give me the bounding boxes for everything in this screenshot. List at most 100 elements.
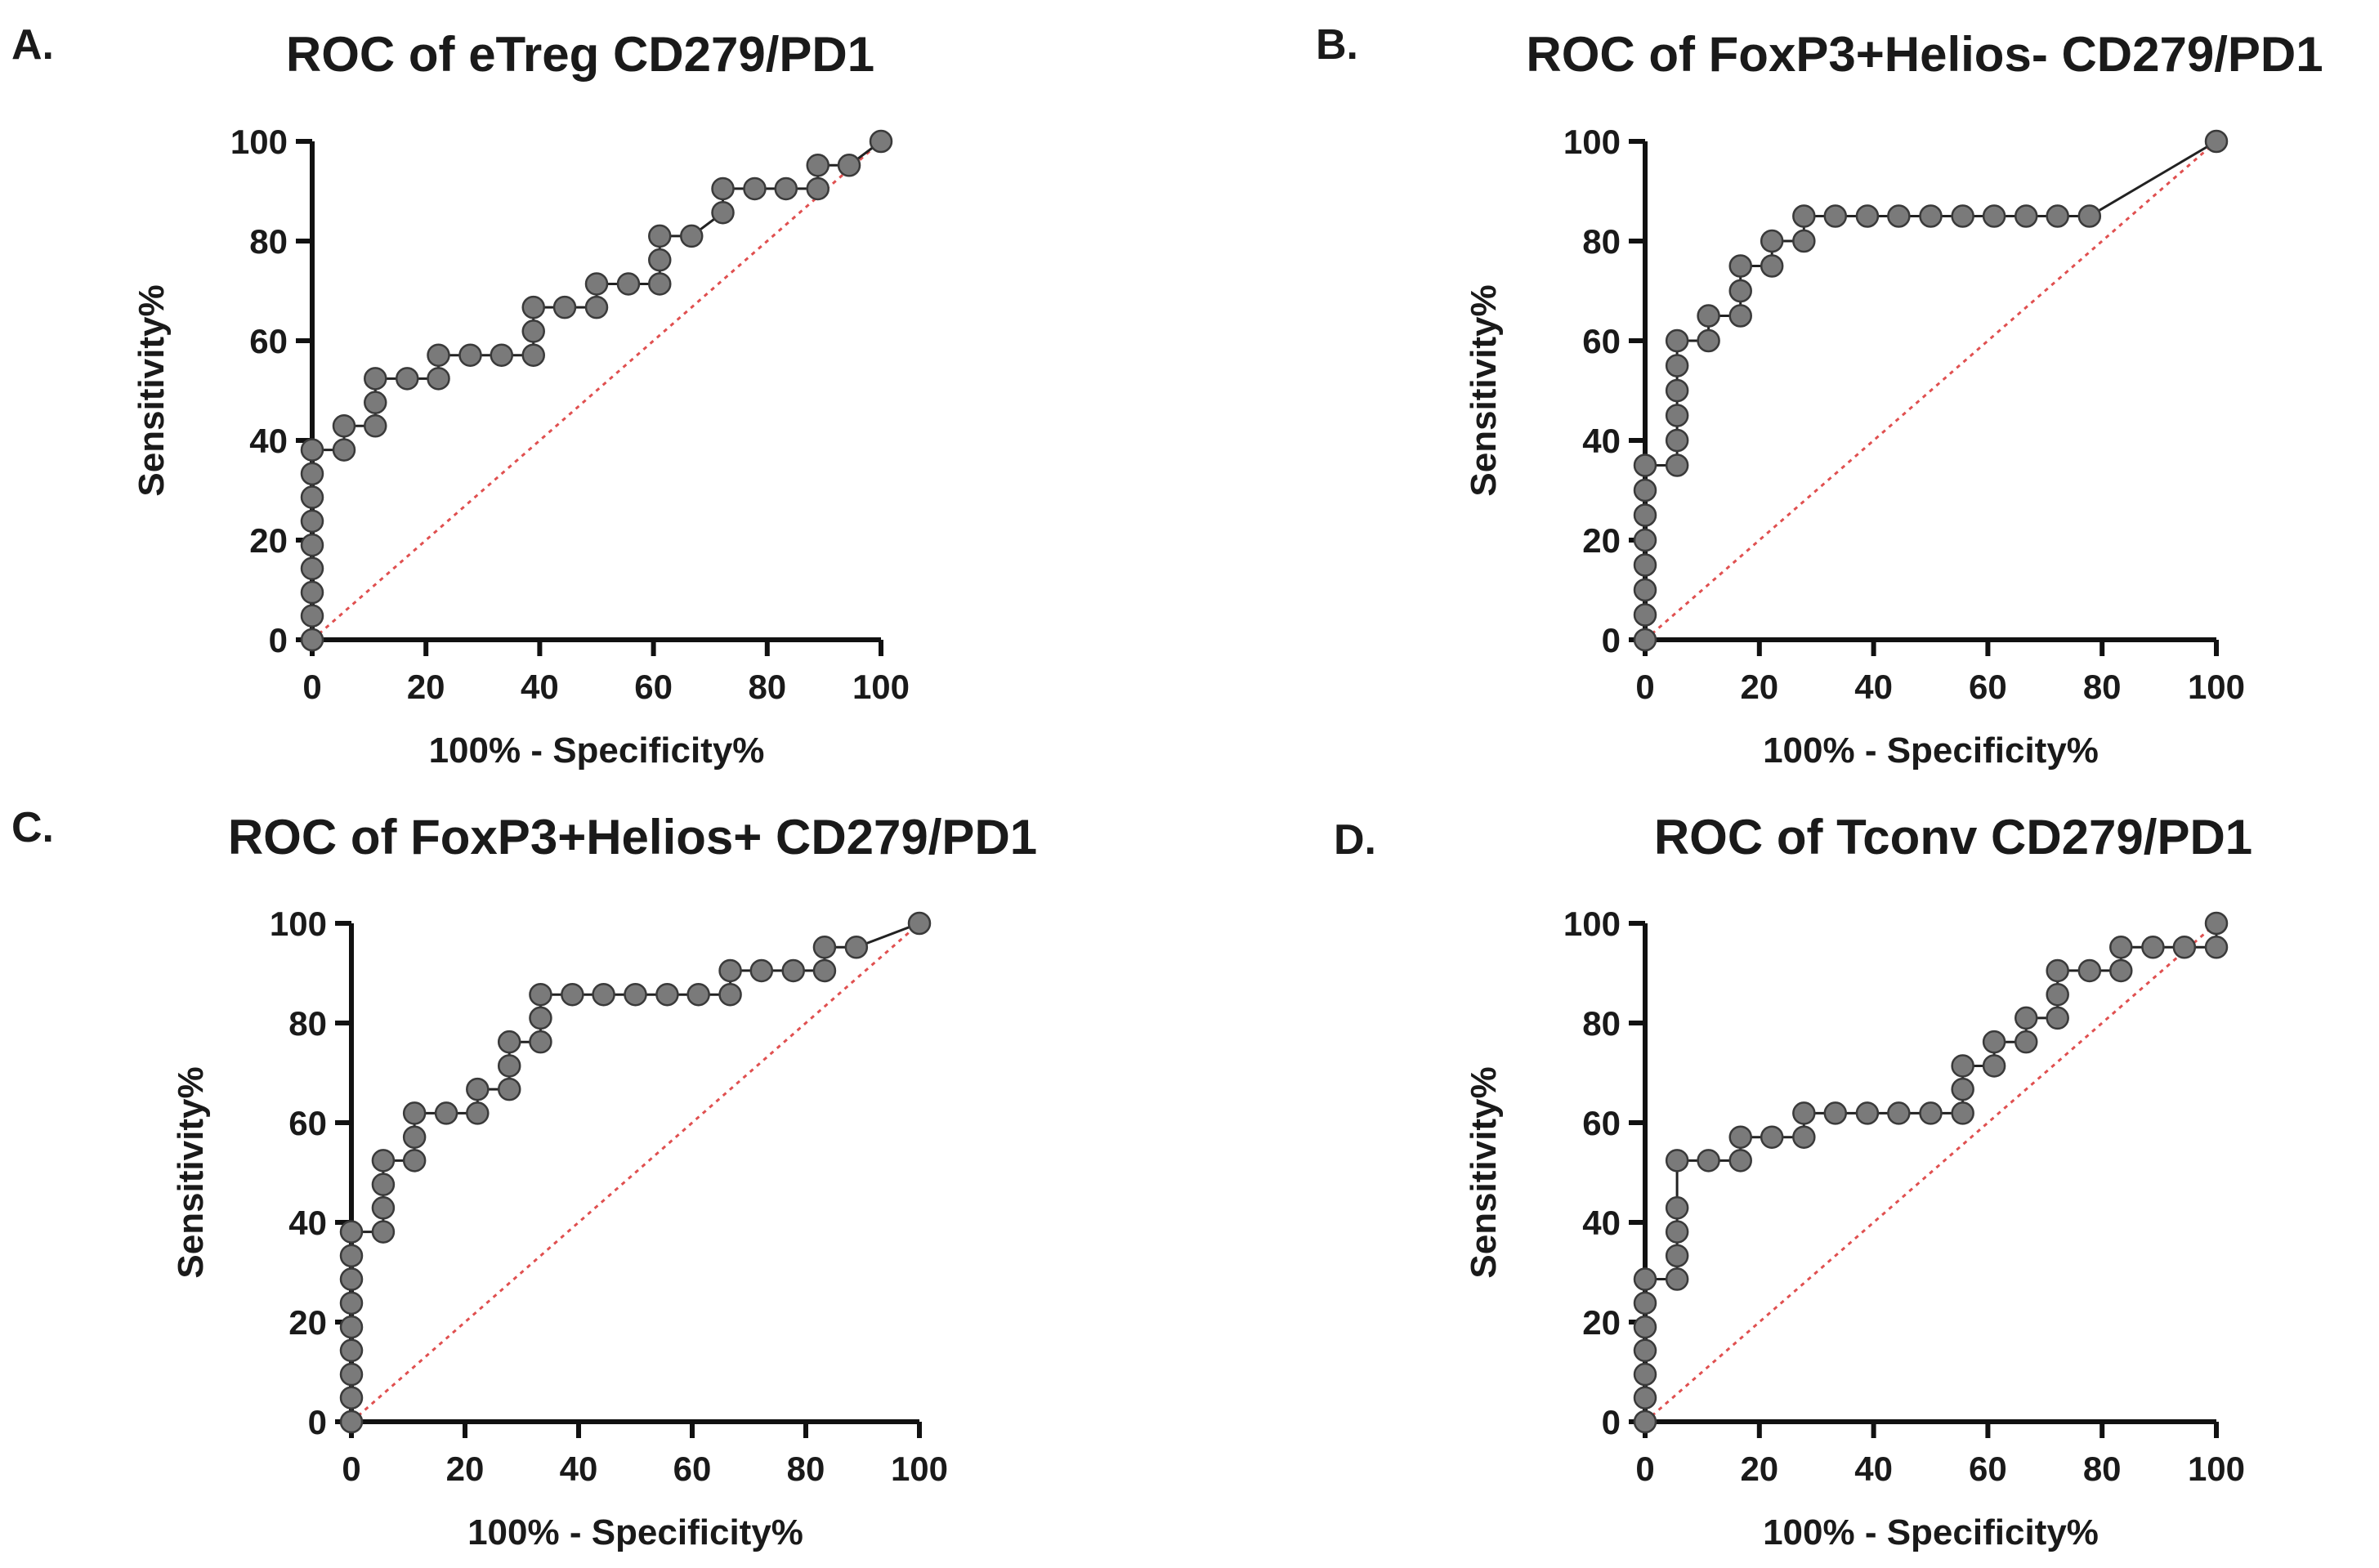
roc-point <box>364 414 387 438</box>
roc-point <box>339 1315 364 1339</box>
roc-point <box>339 1267 364 1291</box>
x-tick-label: 40 <box>1854 1450 1893 1488</box>
panel-letter: C. <box>11 804 54 851</box>
roc-point <box>490 343 514 367</box>
x-tick-label: 60 <box>634 668 673 706</box>
roc-point <box>2046 1006 2069 1030</box>
roc-point <box>300 462 324 486</box>
panel-a: A. ROC of eTreg CD279/PD1 0 20 40 60 80 100 0 2… <box>11 21 910 771</box>
roc-point <box>1982 204 2006 228</box>
roc-point <box>1792 229 1816 253</box>
x-tick-label: 60 <box>673 1450 712 1488</box>
roc-point <box>1823 1101 1848 1125</box>
roc-point <box>812 958 837 983</box>
roc-point <box>497 1030 521 1054</box>
roc-point <box>2014 1030 2038 1054</box>
roc-point <box>1792 1101 1816 1125</box>
roc-point <box>1855 204 1880 228</box>
y-tick-label: 40 <box>1582 422 1621 460</box>
panel-d: D. ROC of Tconv CD279/PD1 0 20 40 60 80 100 0 2… <box>1334 810 2252 1552</box>
roc-point <box>521 295 545 319</box>
roc-point <box>2204 129 2229 154</box>
roc-point <box>300 628 324 652</box>
y-tick-label: 100 <box>1563 905 1621 943</box>
roc-point <box>395 367 419 391</box>
x-tick-label: 100 <box>2188 668 2245 706</box>
y-tick-label: 80 <box>1582 1004 1621 1043</box>
x-tick-label: 20 <box>407 668 445 706</box>
roc-point <box>339 1338 364 1363</box>
roc-point <box>1665 1220 1689 1244</box>
roc-point <box>648 248 672 272</box>
roc-point <box>339 1362 364 1387</box>
chart-title: ROC of FoxP3+Helios- CD279/PD1 <box>1526 27 2323 82</box>
roc-point <box>2204 936 2229 959</box>
x-tick-label: 40 <box>1854 668 1893 706</box>
x-tick-label: 80 <box>787 1450 825 1488</box>
roc-point <box>718 982 742 1007</box>
roc-point <box>2077 204 2102 228</box>
roc-point <box>521 319 545 343</box>
x-tick-label: 60 <box>1969 668 2007 706</box>
chart-title: ROC of Tconv CD279/PD1 <box>1654 810 2252 864</box>
roc-point <box>339 1409 364 1434</box>
roc-point <box>1919 204 1943 228</box>
roc-point <box>1633 1409 1657 1434</box>
roc-point <box>339 1386 364 1409</box>
roc-point <box>2204 911 2229 936</box>
roc-point <box>584 272 609 296</box>
y-tick-label: 100 <box>230 123 288 161</box>
roc-point <box>552 295 577 319</box>
x-tick-label: 100 <box>891 1450 948 1488</box>
roc-point <box>1792 204 1816 228</box>
roc-point <box>1697 304 1720 328</box>
x-tick-label: 60 <box>1969 1450 2007 1488</box>
x-tick-label: 40 <box>560 1450 598 1488</box>
reference-line <box>311 140 882 641</box>
roc-point <box>2109 936 2133 959</box>
roc-point <box>1919 1101 1943 1125</box>
x-tick-label: 20 <box>1740 1450 1778 1488</box>
x-tick-label: 20 <box>1740 668 1778 706</box>
roc-point <box>1855 1101 1880 1125</box>
roc-point <box>1633 503 1657 527</box>
roc-point <box>1633 553 1657 577</box>
panel-c: C. ROC of FoxP3+Helios+ CD279/PD1 0 20 40 6… <box>11 804 1037 1552</box>
roc-point <box>1728 1125 1752 1149</box>
roc-point <box>371 1149 396 1173</box>
roc-point <box>718 958 742 983</box>
roc-point <box>1633 578 1657 602</box>
y-axis-label: Sensitivity% <box>132 284 172 496</box>
x-tick-label: 20 <box>446 1450 485 1488</box>
roc-point <box>1982 1054 2006 1078</box>
roc-point <box>584 295 609 319</box>
roc-point <box>1665 428 1689 453</box>
roc-point <box>679 224 704 248</box>
roc-point <box>1665 1244 1689 1268</box>
x-tick-label: 100 <box>852 668 910 706</box>
panel-letter: B. <box>1316 21 1358 69</box>
roc-point <box>2172 936 2197 959</box>
roc-point <box>907 911 932 936</box>
roc-point <box>1633 528 1657 552</box>
roc-point <box>1697 1149 1720 1173</box>
x-axis-label: 100% - Specificity% <box>467 1512 803 1552</box>
roc-point <box>1665 328 1689 353</box>
roc-point <box>339 1291 364 1316</box>
roc-point <box>1887 204 1911 228</box>
y-tick-label: 40 <box>249 422 288 460</box>
roc-point <box>402 1125 427 1149</box>
roc-point <box>1665 1149 1689 1173</box>
roc-point <box>1633 603 1657 627</box>
roc-point <box>427 367 450 391</box>
chart-title: ROC of eTreg CD279/PD1 <box>286 27 874 82</box>
x-tick-label: 80 <box>748 668 786 706</box>
roc-point <box>434 1101 458 1125</box>
roc-point <box>844 936 869 959</box>
roc-point <box>364 391 387 414</box>
roc-point <box>1823 204 1848 228</box>
roc-point <box>402 1101 427 1125</box>
roc-point <box>332 414 356 438</box>
reference-line <box>1644 140 2217 641</box>
y-tick-label: 60 <box>249 322 288 360</box>
